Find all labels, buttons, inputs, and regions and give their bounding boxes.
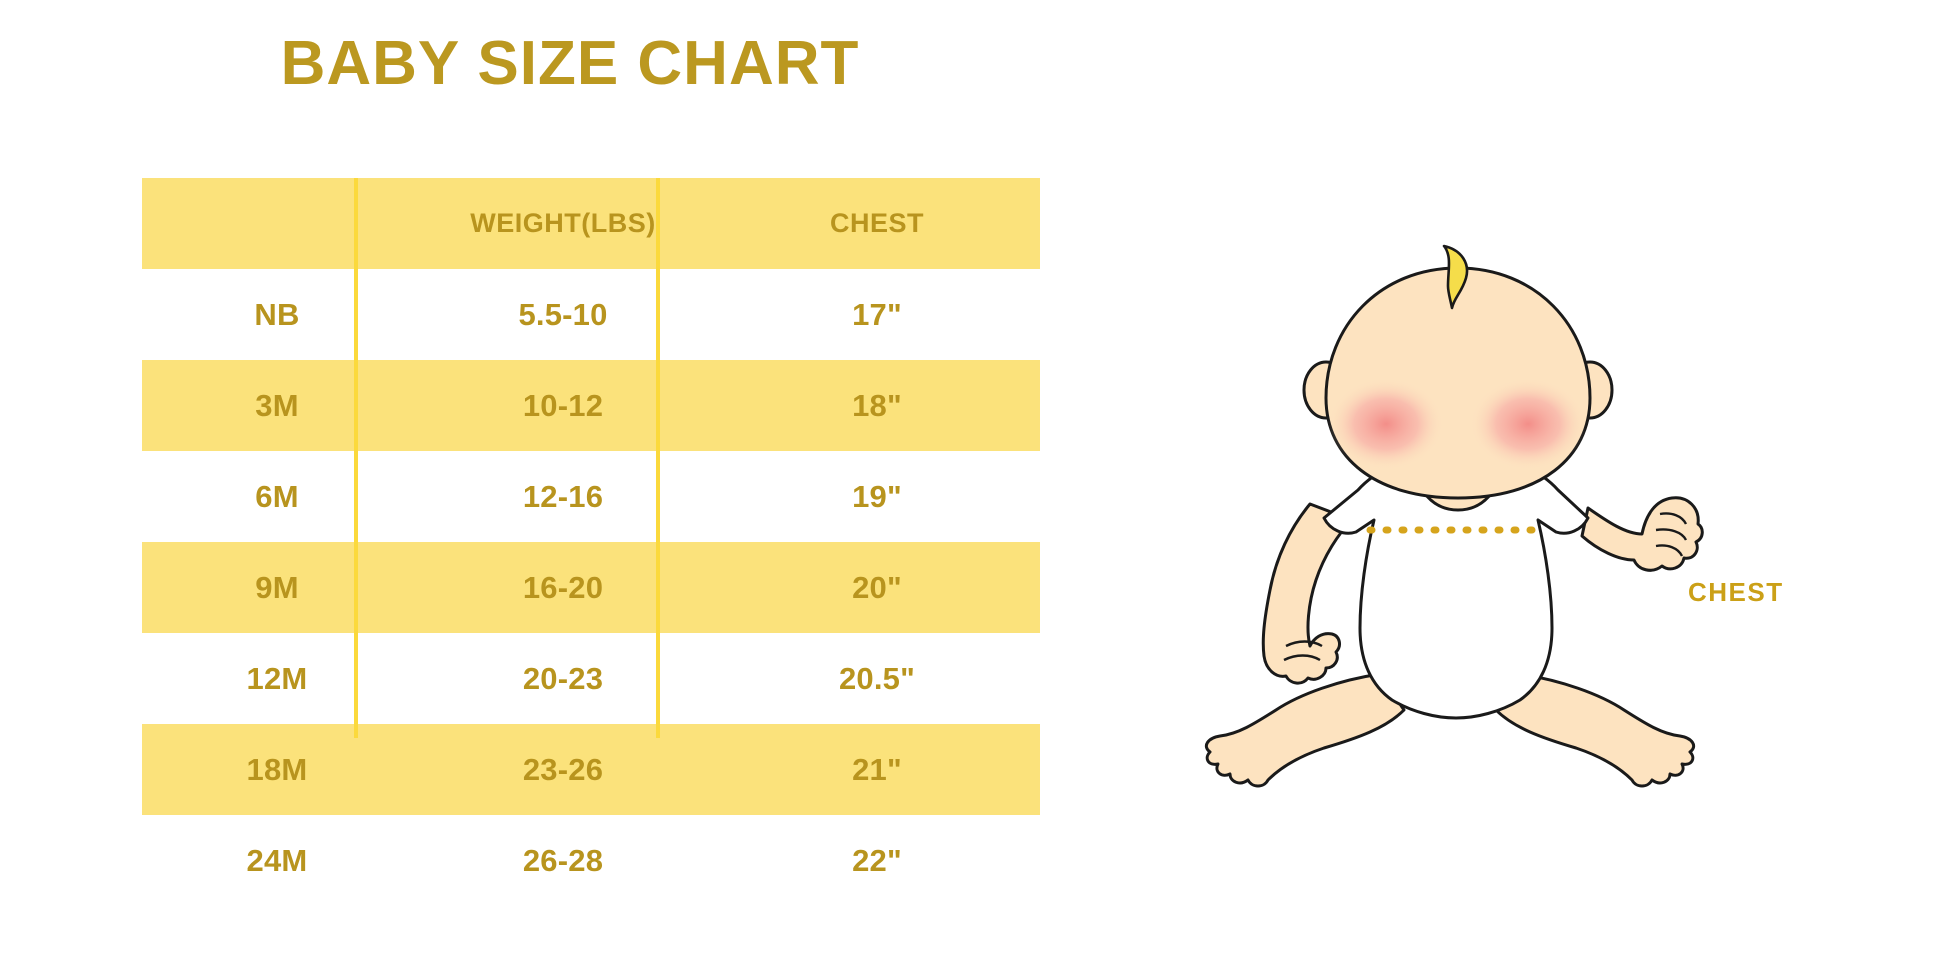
cell-size: 12M [246,661,308,696]
baby-hair-curl-icon [1442,244,1469,310]
table-row: 3M 10-12 18" [142,360,1040,451]
cell-chest: 19" [852,479,902,514]
column-divider-2 [656,178,660,738]
cell-chest: 18" [852,388,902,423]
cell-chest: 22" [852,843,902,878]
cell-weight: 12-16 [522,479,604,514]
cell-chest: 20" [852,570,902,605]
cell-chest: 17" [852,297,902,332]
cell-size: 9M [255,570,299,605]
table-row: 18M 23-26 21" [142,724,1040,815]
cell-size: 3M [255,388,299,423]
cell-chest: 20.5" [838,661,916,696]
cell-weight: 10-12 [522,388,604,423]
table-header-row: WEIGHT(LBS) CHEST [142,178,1040,269]
cell-weight: 23-26 [522,752,604,787]
page-title: BABY SIZE CHART [280,29,860,98]
table-row: 6M 12-16 19" [142,451,1040,542]
cell-size: 24M [246,843,308,878]
cell-chest: 21" [852,752,902,787]
cell-weight: 16-20 [522,570,604,605]
cell-weight: 5.5-10 [518,297,608,332]
baby-cheeks [1328,378,1586,470]
cell-weight: 26-28 [522,843,604,878]
cell-size: NB [254,297,300,332]
cell-size: 18M [246,752,308,787]
header-cell-weight: WEIGHT(LBS) [470,208,656,238]
header-cell-chest: CHEST [829,208,924,238]
size-chart-table: WEIGHT(LBS) CHEST NB 5.5-10 17" 3M 10-12… [142,178,1040,906]
chest-annotation-label: CHEST [1688,577,1784,607]
baby-arms [1261,496,1704,685]
baby-legs [1204,672,1696,788]
table-row: 9M 16-20 20" [142,542,1040,633]
table-row: 24M 26-28 22" [142,815,1040,906]
column-divider-1 [354,178,358,738]
cell-size: 6M [255,479,299,514]
baby-illustration [1204,244,1704,788]
cell-weight: 20-23 [522,661,604,696]
table-row: 12M 20-23 20.5" [142,633,1040,724]
table-row: NB 5.5-10 17" [142,269,1040,360]
